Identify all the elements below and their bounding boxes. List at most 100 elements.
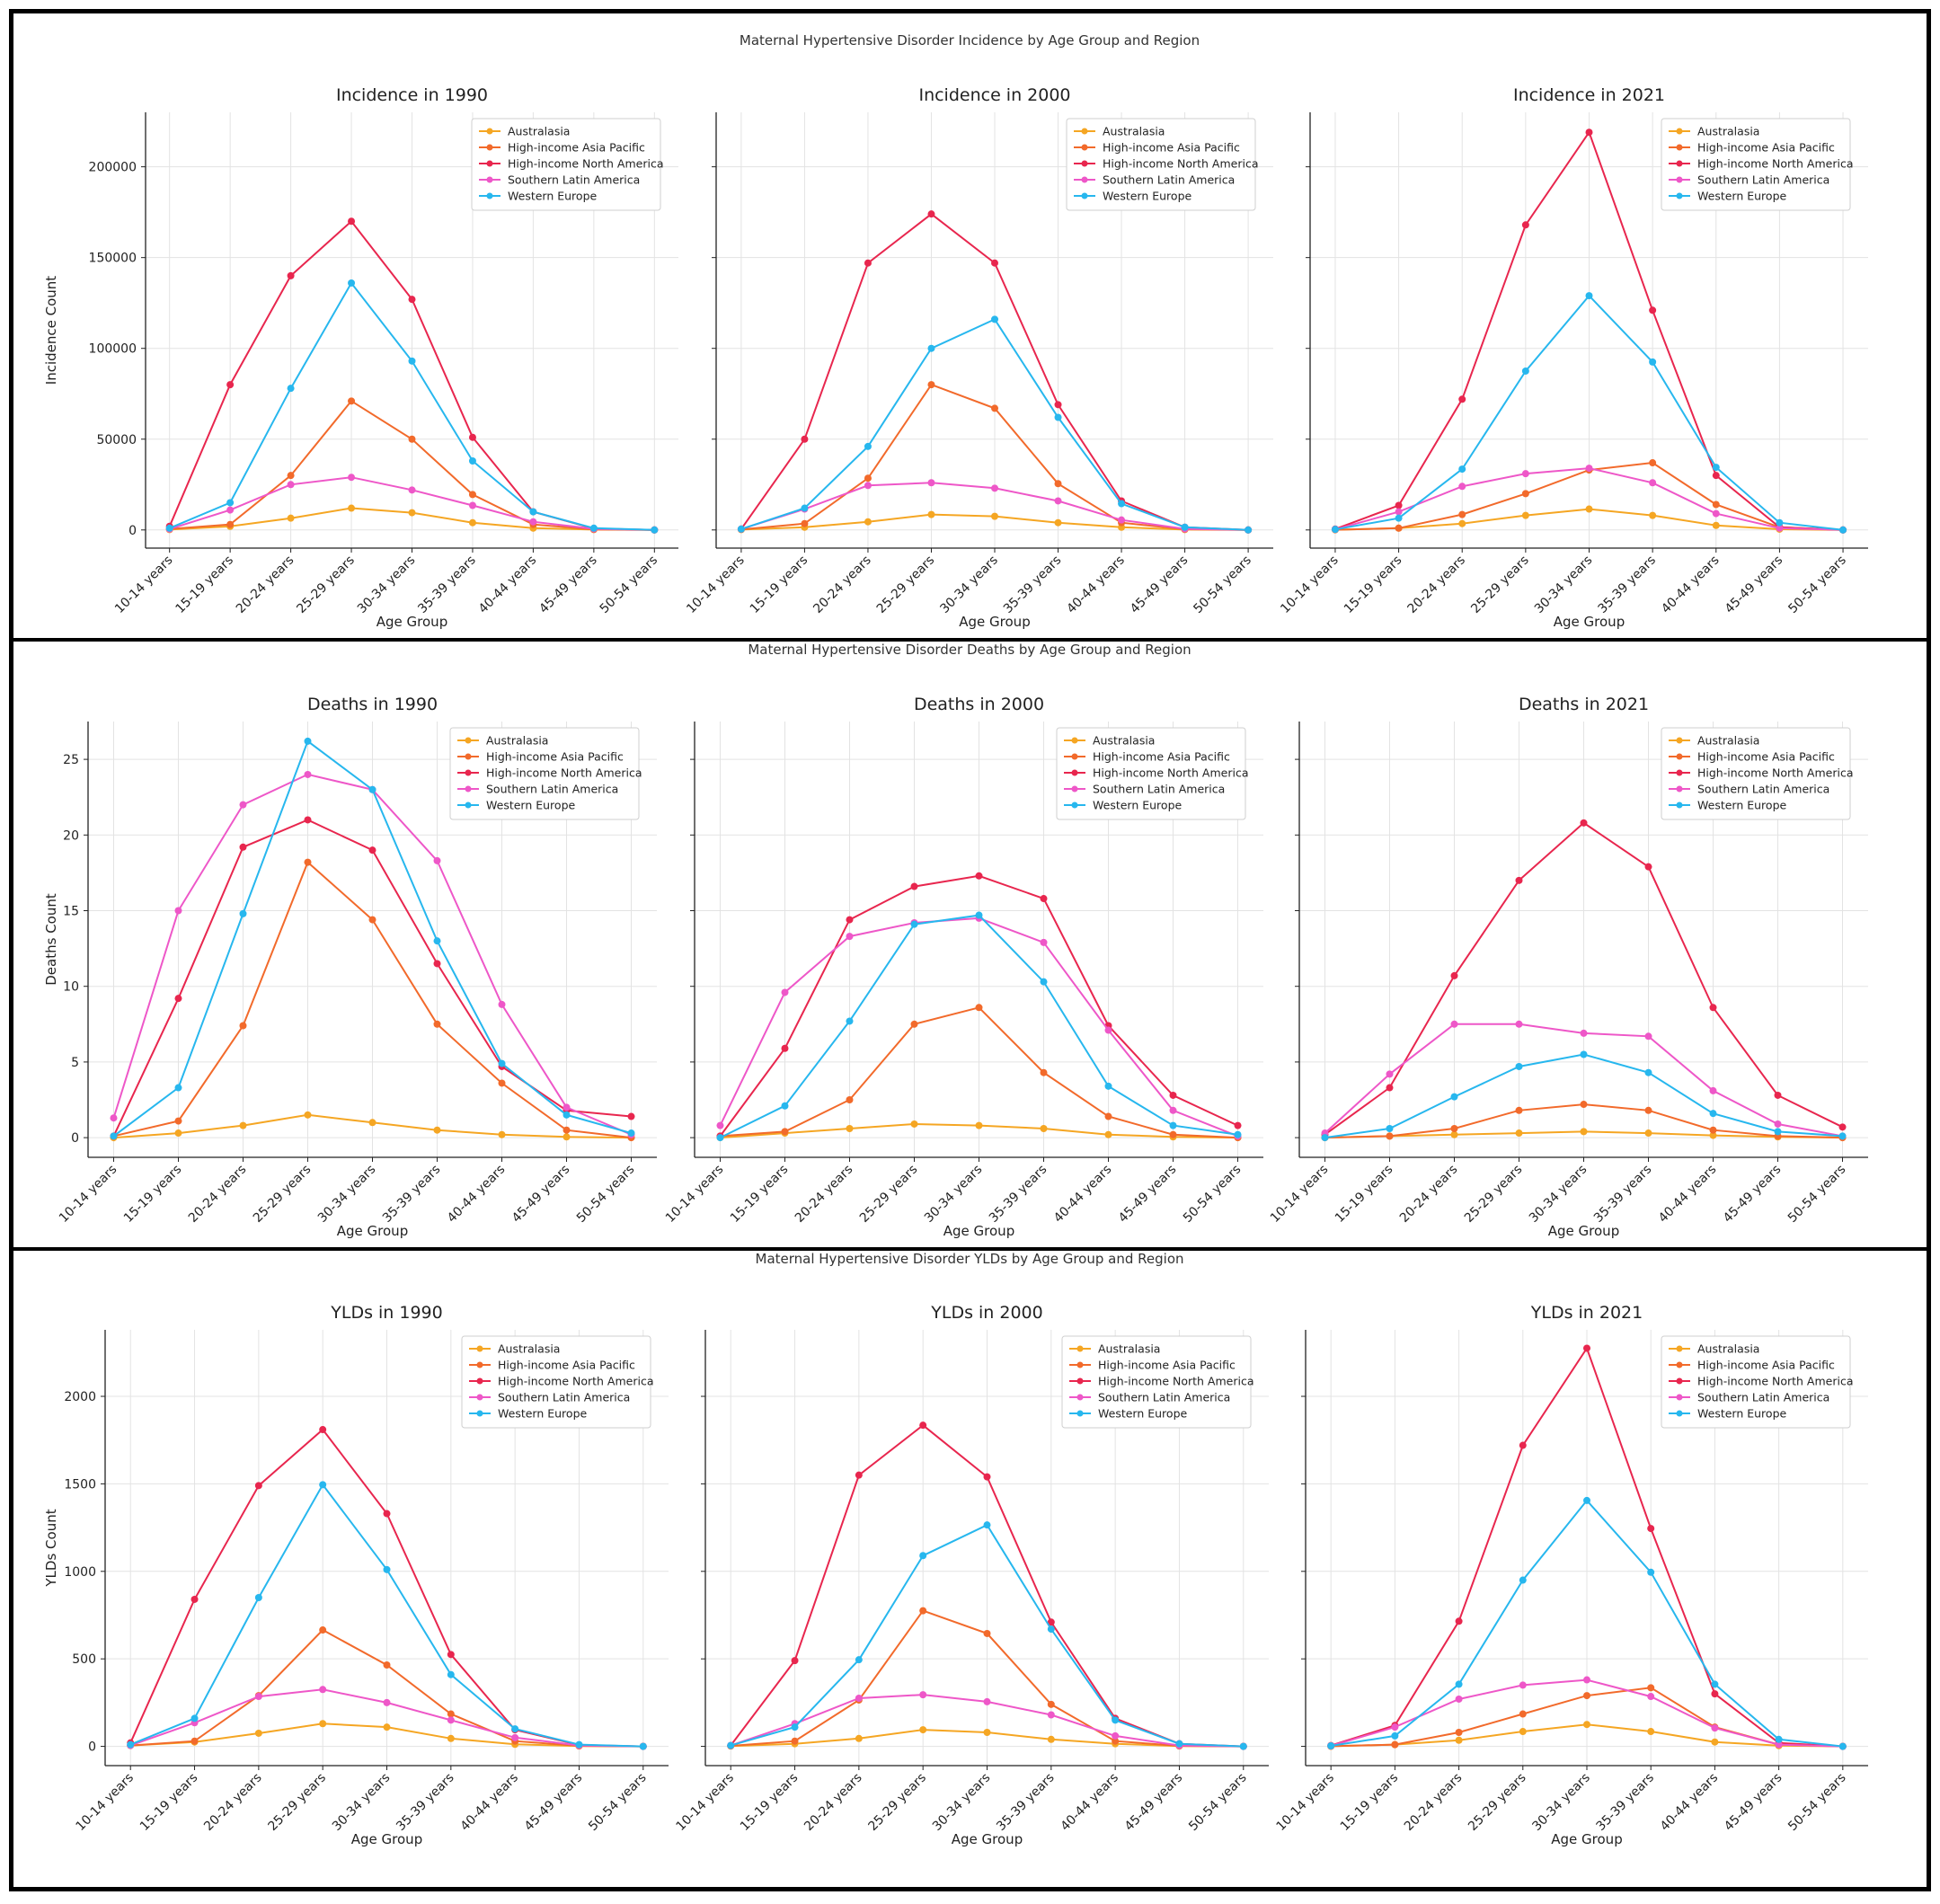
data-point	[1585, 465, 1593, 473]
y-tick-label: 0	[71, 1131, 79, 1146]
data-point	[226, 499, 235, 507]
data-point	[855, 1656, 863, 1664]
legend-label: Western Europe	[1098, 1407, 1188, 1421]
data-point	[1047, 1735, 1055, 1743]
legend-label: Western Europe	[508, 190, 598, 203]
x-axis-label: Age Group	[943, 1223, 1014, 1239]
data-point	[1711, 1680, 1719, 1688]
data-point	[447, 1670, 455, 1678]
legend-label: Western Europe	[498, 1407, 588, 1421]
data-point	[1647, 1684, 1655, 1692]
legend-swatch-marker	[486, 144, 493, 151]
x-tick-label: 30-34 years	[1529, 1771, 1592, 1834]
data-point	[511, 1725, 519, 1733]
x-tick-label: 40-44 years	[1656, 1163, 1719, 1226]
y-tick-label: 1500	[64, 1477, 96, 1492]
data-point	[304, 816, 312, 824]
data-point	[846, 1017, 854, 1025]
x-tick-label: 35-39 years	[1591, 1163, 1654, 1226]
legend-label: Australasia	[1697, 125, 1759, 138]
x-axis-label: Age Group	[959, 614, 1030, 630]
data-point	[991, 512, 998, 520]
y-tick-label: 1000	[64, 1565, 96, 1580]
data-point	[927, 210, 935, 218]
legend-label: High-income North America	[1093, 766, 1249, 780]
data-point	[1395, 508, 1403, 516]
panel-1-0: 0 5 10 15 20 25 10-14 years 15-19 years 20-24 ye…	[43, 695, 657, 1239]
data-point	[1054, 518, 1062, 527]
legend-label: Southern Latin America	[508, 173, 640, 187]
x-tick-label: 35-39 years	[994, 1771, 1057, 1834]
data-point	[1649, 459, 1657, 467]
data-point	[801, 504, 809, 512]
x-tick-label: 25-29 years	[1468, 553, 1531, 616]
legend-box	[471, 118, 661, 211]
legend-label: High-income North America	[1098, 1375, 1254, 1388]
x-tick-label: 45-49 years	[536, 553, 599, 616]
legend-swatch-marker	[1081, 176, 1088, 183]
data-point	[1458, 519, 1466, 527]
legend-label: Australasia	[1103, 125, 1165, 138]
x-tick-label: 30-34 years	[330, 1771, 393, 1834]
data-point	[1519, 1681, 1527, 1689]
data-point	[910, 1120, 918, 1128]
legend-label: Western Europe	[1697, 1407, 1787, 1421]
data-point	[1040, 1125, 1048, 1133]
legend-label: Australasia	[1697, 734, 1759, 748]
panel-title: Deaths in 2021	[1519, 695, 1649, 714]
data-point	[1649, 479, 1657, 487]
data-point	[1458, 395, 1466, 403]
data-point	[781, 1044, 789, 1052]
data-point	[1395, 501, 1403, 509]
data-point	[975, 1004, 983, 1012]
data-point	[1040, 895, 1048, 903]
data-point	[589, 524, 598, 532]
data-point	[1104, 1026, 1112, 1034]
data-point	[1450, 971, 1458, 979]
legend-label: High-income North America	[498, 1375, 654, 1388]
legend-swatch-marker	[486, 160, 493, 167]
data-point	[1776, 524, 1784, 532]
data-point	[239, 843, 247, 851]
data-point	[1521, 367, 1529, 375]
x-tick-label: 40-44 years	[1659, 553, 1722, 616]
data-point	[1583, 1676, 1590, 1684]
x-tick-label: 15-19 years	[748, 553, 811, 616]
data-point	[716, 1121, 724, 1129]
data-point	[1054, 413, 1062, 421]
data-point	[1709, 1126, 1717, 1134]
data-point	[991, 404, 998, 412]
data-point	[1169, 1121, 1177, 1129]
x-tick-label: 45-49 years	[1116, 1163, 1179, 1226]
y-tick-label: 150000	[89, 252, 137, 266]
data-point	[348, 217, 356, 226]
panel-title: Incidence in 1990	[336, 85, 488, 105]
legend-swatch-marker	[1071, 785, 1078, 793]
data-point	[254, 1729, 262, 1737]
data-point	[651, 526, 659, 534]
legend-swatch-marker	[1081, 144, 1088, 151]
data-point	[447, 1734, 455, 1742]
legend-swatch-marker	[1676, 144, 1683, 151]
data-point	[846, 1096, 854, 1104]
legend-label: Southern Latin America	[1697, 173, 1829, 187]
data-point	[1583, 1721, 1590, 1729]
data-point	[801, 519, 809, 527]
x-tick-label: 45-49 years	[1122, 1771, 1185, 1834]
data-point	[319, 1686, 327, 1694]
panel-title: Incidence in 2021	[1513, 85, 1665, 105]
data-point	[1583, 1344, 1590, 1352]
data-point	[983, 1728, 991, 1736]
x-tick-label: 40-44 years	[1064, 553, 1127, 616]
data-point	[1391, 1740, 1399, 1749]
x-tick-label: 50-54 years	[1785, 553, 1848, 616]
data-point	[1515, 1106, 1523, 1114]
data-point	[1040, 1068, 1048, 1076]
x-tick-label: 50-54 years	[598, 553, 660, 616]
data-point	[1838, 1742, 1847, 1750]
x-tick-label: 30-34 years	[937, 553, 1000, 616]
data-point	[348, 397, 356, 405]
panel-2-0: 0 500 1000 1500 2000 10-14 years 15-19 years 20…	[43, 1303, 669, 1847]
data-point	[1709, 1110, 1717, 1118]
data-point	[239, 909, 247, 917]
